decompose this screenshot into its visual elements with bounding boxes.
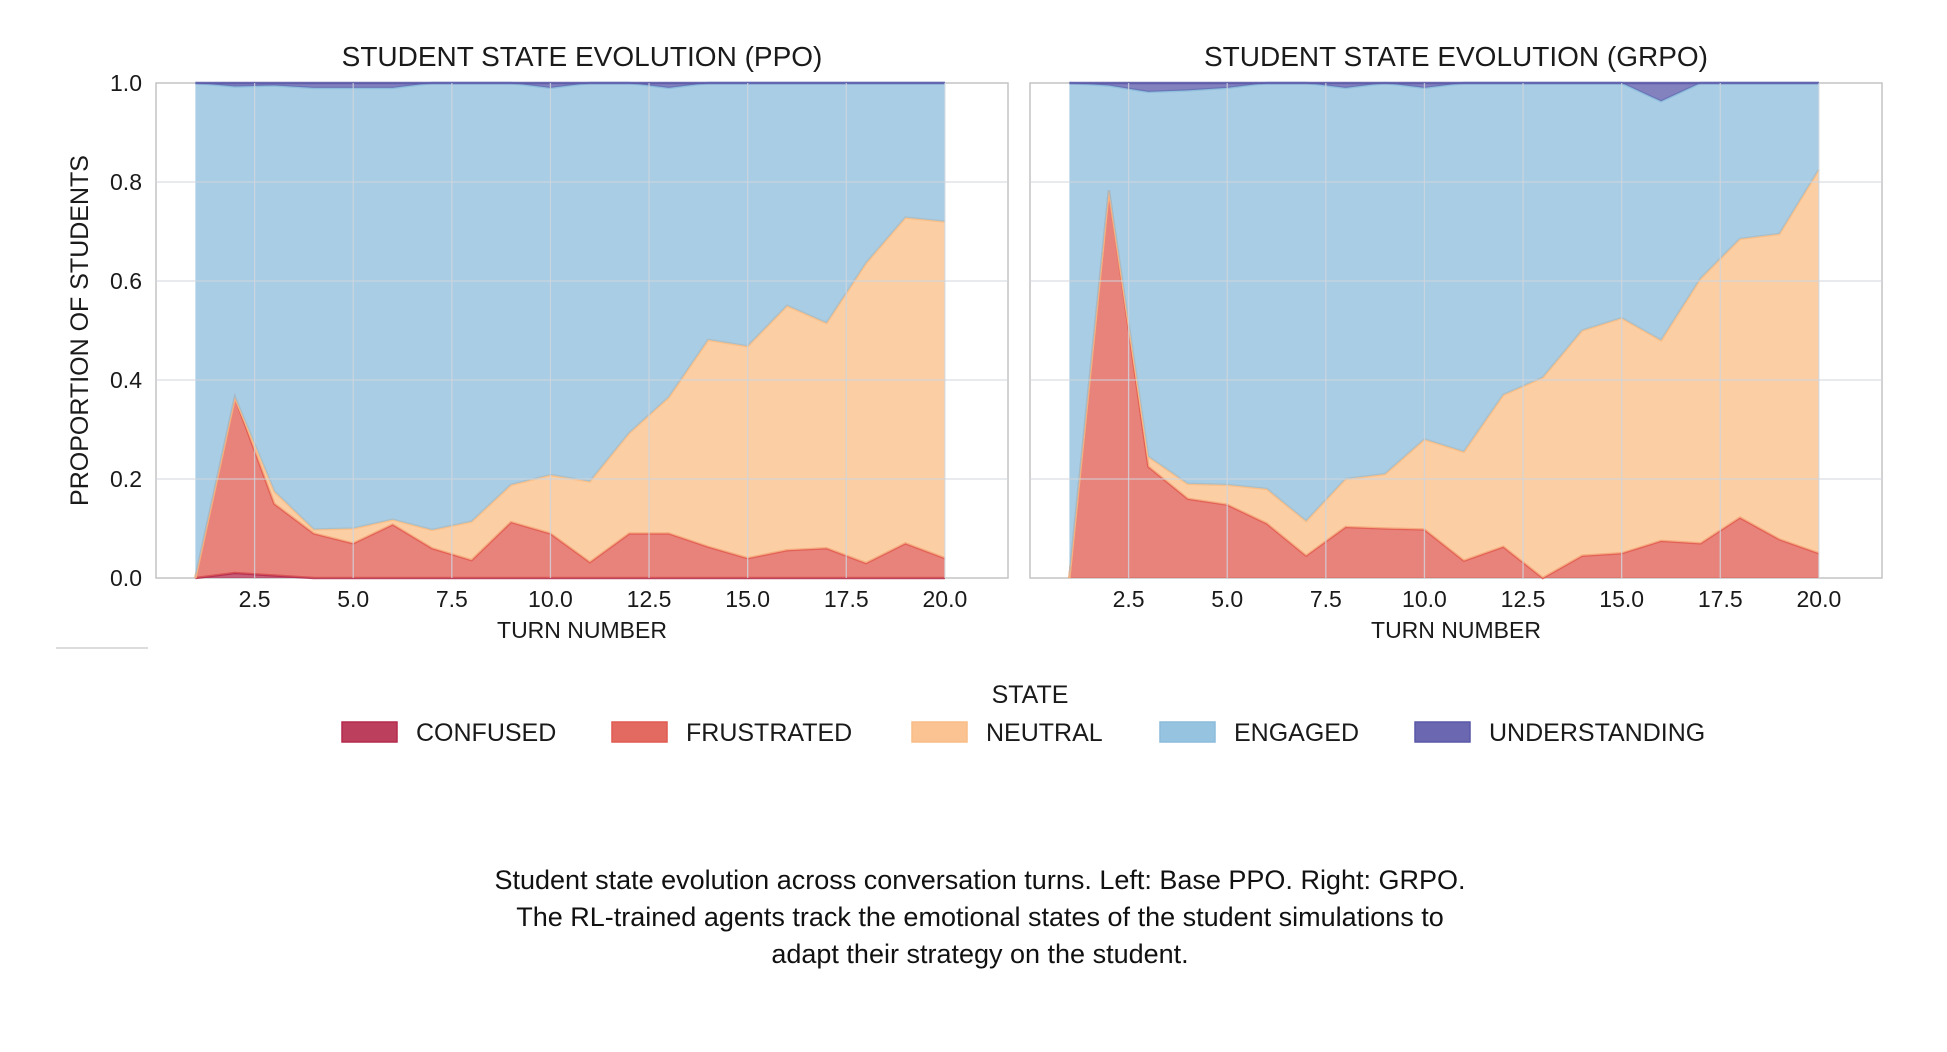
x-tick-label: 2.5: [239, 586, 271, 612]
legend-title: STATE: [992, 681, 1069, 709]
x-tick-label: 5.0: [1211, 586, 1243, 612]
legend-item-engaged: ENGAGED: [1159, 719, 1359, 747]
y-tick-label: 1.0: [110, 70, 142, 96]
y-tick-label: 0.0: [110, 565, 142, 591]
x-tick-label: 20.0: [923, 586, 968, 612]
y-axis-label: PROPORTION OF STUDENTS: [66, 155, 94, 506]
grpo-panel: 2.5 5.0 7.5 10.0 12.5 15.0 17.5 20.0 STUDENT STA…: [1029, 41, 1883, 643]
area-confused: [195, 573, 945, 578]
x-tick-label: 12.5: [627, 586, 672, 612]
legend-label-confused: CONFUSED: [416, 719, 556, 747]
area-neutral: [195, 217, 945, 578]
legend-swatch-confused: [341, 721, 398, 743]
area-engaged: [195, 83, 945, 578]
y-tick-label: 0.6: [110, 268, 142, 294]
legend-swatch-frustrated: [611, 721, 668, 743]
x-tick-label: 15.0: [1599, 586, 1644, 612]
grid: [1030, 83, 1882, 578]
legend-label-engaged: ENGAGED: [1234, 719, 1359, 747]
legend-swatch-understanding: [1414, 721, 1471, 743]
chart-title: STUDENT STATE EVOLUTION (PPO): [342, 41, 823, 72]
area-layers: [1068, 81, 1820, 580]
legend-label-understanding: UNDERSTANDING: [1489, 719, 1705, 747]
x-tick-label: 2.5: [1113, 586, 1145, 612]
area-engaged: [1069, 83, 1819, 578]
legend-swatch-neutral: [911, 721, 968, 743]
area-frustrated: [195, 397, 945, 578]
x-tick-label: 17.5: [824, 586, 869, 612]
y-tick-label: 0.2: [110, 466, 142, 492]
x-tick-label: 17.5: [1698, 586, 1743, 612]
figure-caption: Student state evolution across conversat…: [340, 862, 1620, 973]
legend-item-frustrated: FRUSTRATED: [611, 719, 852, 747]
caption-line-3: adapt their strategy on the student.: [771, 939, 1189, 969]
legend-item-neutral: NEUTRAL: [911, 719, 1103, 747]
legend-label-neutral: NEUTRAL: [986, 719, 1103, 747]
area-layers: [194, 81, 946, 580]
chart-title: STUDENT STATE EVOLUTION (GRPO): [1204, 41, 1708, 72]
caption-line-1: Student state evolution across conversat…: [494, 865, 1466, 895]
y-tick-label: 0.8: [110, 169, 142, 195]
x-tick-label: 12.5: [1501, 586, 1546, 612]
x-tick-label: 5.0: [337, 586, 369, 612]
legend-item-confused: CONFUSED: [341, 719, 556, 747]
x-tick-label: 20.0: [1797, 586, 1842, 612]
x-tick-label: 10.0: [528, 586, 573, 612]
y-tick-label: 0.4: [110, 367, 142, 393]
legend: CONFUSED FRUSTRATED NEUTRAL ENGAGED UNDERSTA…: [341, 719, 1705, 747]
area-understanding: [1069, 83, 1819, 102]
line-neutral: [1068, 168, 1820, 579]
area-neutral: [1069, 169, 1819, 578]
caption-line-2: The RL-trained agents track the emotiona…: [516, 902, 1444, 932]
legend-label-frustrated: FRUSTRATED: [686, 719, 852, 747]
ppo-panel: 2.5 5.0 7.5 10.0 12.5 15.0 17.5 20.0 0.0 0.2 0.4 0.…: [66, 41, 1009, 643]
x-tick-label: 7.5: [1310, 586, 1342, 612]
area-frustrated: [1069, 190, 1819, 578]
grid: [156, 83, 1008, 578]
x-tick-label: 15.0: [725, 586, 770, 612]
legend-item-understanding: UNDERSTANDING: [1414, 719, 1705, 747]
x-tick-label: 10.0: [1402, 586, 1447, 612]
x-axis-label: TURN NUMBER: [1371, 617, 1541, 643]
x-tick-label: 7.5: [436, 586, 468, 612]
x-axis-label: TURN NUMBER: [497, 617, 667, 643]
legend-swatch-engaged: [1159, 721, 1216, 743]
